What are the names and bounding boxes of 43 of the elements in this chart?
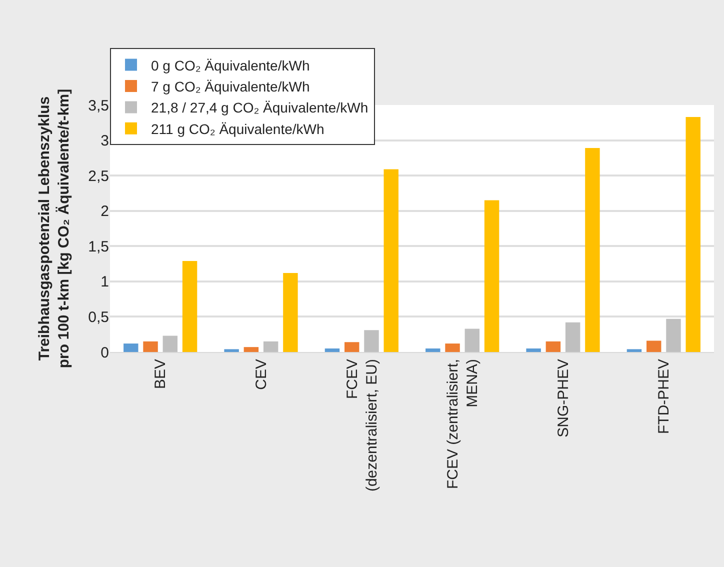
x-tick-label: CEV (252, 359, 270, 390)
bar (182, 260, 198, 352)
legend-label: 7 g CO₂ Äquivalente/kWh (151, 78, 310, 94)
bar (626, 349, 642, 352)
y-tick-label: 2 (100, 203, 109, 220)
bar (224, 349, 239, 352)
legend-label: 21,8 / 27,4 g CO₂ Äquivalente/kWh (151, 100, 368, 116)
x-tick-label: FTD-PHEV (656, 359, 673, 434)
bar (464, 328, 480, 352)
bar (484, 200, 500, 352)
legend-label: 0 g CO₂ Äquivalente/kWh (151, 57, 310, 74)
bar (324, 348, 340, 352)
bar (344, 342, 360, 352)
bar (445, 344, 460, 352)
y-tick-label: 0,5 (88, 308, 109, 326)
bar (162, 336, 178, 352)
x-tick-label: BEV (152, 359, 170, 390)
bar (283, 272, 298, 352)
x-tick-label: FCEV (zentralisiert, MENA) (444, 359, 481, 490)
y-tick-label: 1 (100, 274, 109, 291)
bar (686, 117, 700, 352)
y-tick-label: 3,5 (88, 97, 109, 114)
y-tick-label: 1,5 (88, 238, 109, 256)
bar (666, 318, 681, 352)
x-tick-label: SNG-PHEV (554, 359, 572, 438)
legend-label: 211 g CO₂ Äquivalente/kWh (151, 120, 324, 137)
y-tick-label: 2,5 (88, 168, 109, 185)
bar (646, 340, 662, 352)
bar (585, 148, 600, 352)
x-tick-label: FCEV (dezentralisiert, EU) (344, 359, 380, 492)
bar (526, 348, 541, 352)
bar (426, 348, 440, 352)
y-axis-title: Treibhausgaspotenzial Lebenszyklus pro 100 t-km [kg CO₂ Äquivalente/t-km] (36, 88, 72, 368)
bar (546, 341, 561, 352)
bar (263, 341, 278, 352)
bar (143, 341, 158, 352)
bar (244, 347, 259, 352)
bar (565, 322, 580, 352)
y-tick-label: 3 (100, 132, 109, 150)
bar (364, 330, 379, 352)
bar (124, 344, 138, 352)
y-tick-label: 0 (100, 344, 109, 362)
bar (384, 169, 398, 352)
